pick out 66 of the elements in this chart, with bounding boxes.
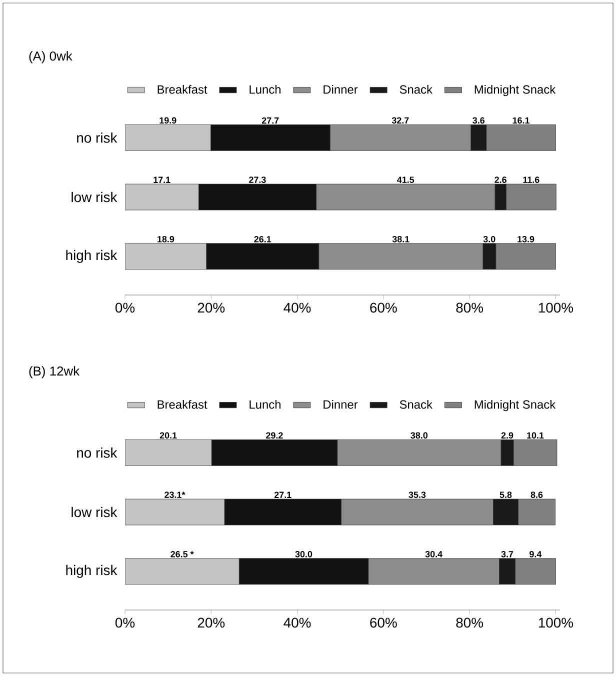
- data-label: 20.1: [160, 432, 177, 439]
- bar: [125, 498, 225, 526]
- data-label: 13.9: [518, 236, 534, 242]
- data-label: 3.0: [483, 236, 496, 242]
- y-tick-label: high risk: [66, 564, 118, 578]
- data-label: 11.6: [523, 176, 540, 183]
- data-label: 5.8: [500, 492, 512, 498]
- data-label: 2.9: [501, 432, 514, 439]
- data-label: 2.6: [494, 176, 506, 183]
- data-label: 27.1: [274, 492, 292, 498]
- data-label: 17.1: [154, 176, 170, 183]
- data-label: 38.0: [410, 432, 428, 439]
- x-tick-label: 80%: [456, 302, 484, 313]
- data-label: 30.4: [425, 550, 442, 558]
- data-label: 26.1: [254, 236, 272, 242]
- x-tick-label: 100%: [538, 302, 574, 313]
- bar: [125, 184, 199, 210]
- x-tick-label: 60%: [370, 618, 397, 628]
- legend-label: Midnight Snack: [474, 400, 556, 412]
- data-label: 16.1: [512, 117, 530, 124]
- legend-label: Midnight Snack: [474, 84, 556, 96]
- data-label: 18.9: [158, 236, 174, 242]
- x-tick-label: 40%: [284, 618, 311, 628]
- legend-label: Snack: [400, 400, 433, 409]
- y-tick-label: no risk: [77, 132, 118, 143]
- data-label: 3.7: [501, 550, 514, 558]
- y-tick-label: low risk: [72, 192, 118, 202]
- legend-label: Lunch: [250, 84, 280, 94]
- data-label: 9.4: [530, 550, 542, 558]
- data-label: 32.7: [392, 117, 409, 124]
- x-tick-label: 40%: [284, 302, 311, 313]
- x-tick-label: 80%: [456, 618, 484, 628]
- y-tick-label: high risk: [66, 250, 118, 263]
- legend-label: Dinner: [324, 400, 358, 409]
- x-tick-label: 0%: [115, 302, 135, 313]
- data-label: 10.1: [527, 432, 544, 439]
- bar: [125, 124, 211, 151]
- data-label: 29.2: [266, 432, 283, 439]
- data-label: 26.5 *: [170, 550, 194, 558]
- data-label: 27.7: [262, 117, 279, 124]
- data-label: 19.9: [160, 117, 176, 124]
- data-label: 23.1*: [164, 492, 186, 498]
- bar: [125, 439, 212, 466]
- chart-title: (A) 0wk: [29, 51, 72, 64]
- bar: [125, 558, 240, 585]
- x-tick-label: 0%: [115, 618, 135, 628]
- x-tick-label: 60%: [370, 302, 397, 313]
- legend-label: Dinner: [324, 84, 358, 94]
- x-tick-label: 20%: [198, 618, 225, 628]
- legend-label: Lunch: [250, 400, 280, 409]
- legend-label: Snack: [400, 84, 433, 94]
- bar: [125, 243, 207, 270]
- data-label: 41.5: [397, 176, 414, 183]
- x-tick-label: 20%: [198, 302, 225, 313]
- y-tick-label: low risk: [72, 506, 118, 518]
- data-label: 3.6: [472, 117, 485, 124]
- data-label: 38.1: [392, 236, 410, 242]
- y-tick-label: no risk: [77, 448, 118, 458]
- x-tick-label: 100%: [538, 618, 574, 628]
- legend-label: Breakfast: [158, 84, 208, 94]
- chart-title: (B) 12wk: [29, 366, 80, 378]
- data-label: 27.3: [249, 176, 266, 183]
- data-label: 30.0: [295, 550, 312, 558]
- data-label: 8.6: [530, 492, 543, 498]
- data-label: 35.3: [408, 492, 426, 498]
- legend-label: Breakfast: [158, 400, 208, 409]
